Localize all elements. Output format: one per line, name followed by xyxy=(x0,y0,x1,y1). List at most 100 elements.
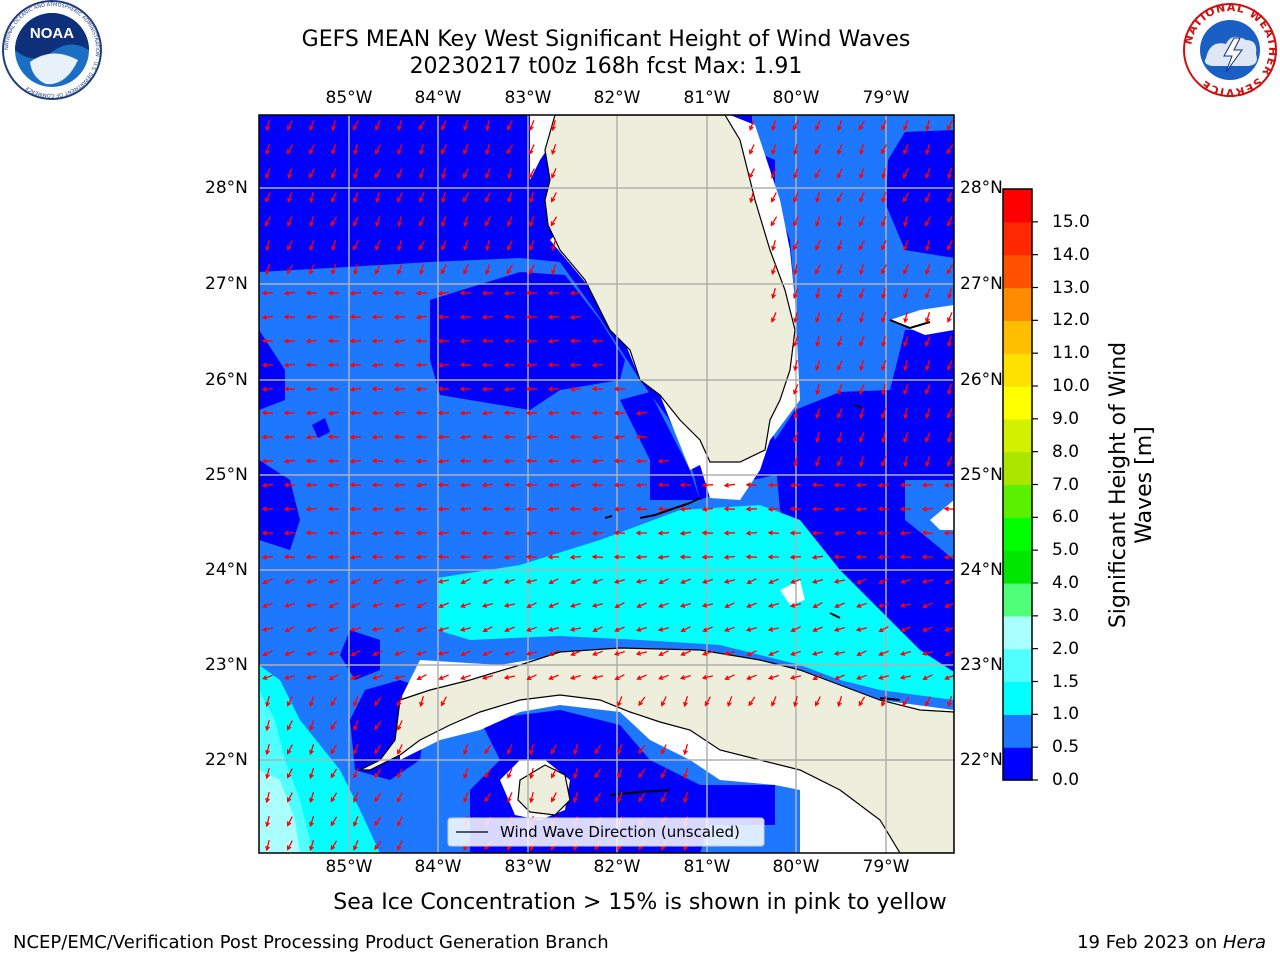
wave-direction-arrow xyxy=(745,506,758,512)
wave-direction-arrow xyxy=(746,602,757,608)
lon-tick-label: 80°W xyxy=(772,88,820,108)
wave-direction-arrow xyxy=(393,410,406,416)
wave-direction-arrow xyxy=(746,578,757,585)
lat-tick-label: 23°N xyxy=(960,655,1003,675)
wave-direction-arrow xyxy=(811,506,823,512)
wave-direction-arrow xyxy=(903,311,909,324)
wave-direction-arrow xyxy=(591,434,604,440)
wave-direction-arrow xyxy=(396,768,403,779)
wave-direction-arrow xyxy=(350,602,361,608)
wave-direction-arrow xyxy=(921,530,934,536)
wave-direction-arrow xyxy=(815,192,820,204)
wave-direction-arrow xyxy=(924,432,931,443)
wave-direction-arrow xyxy=(768,578,779,585)
wave-direction-arrow xyxy=(878,650,889,656)
wave-direction-arrow xyxy=(349,506,361,512)
wave-direction-arrow xyxy=(331,240,336,252)
wave-direction-arrow xyxy=(856,578,867,585)
wave-direction-arrow xyxy=(525,338,538,344)
wave-direction-arrow xyxy=(437,458,450,464)
wave-direction-arrow xyxy=(569,434,581,440)
wave-direction-arrow xyxy=(660,744,667,755)
wave-direction-arrow xyxy=(836,360,843,371)
wave-direction-arrow xyxy=(327,314,340,320)
wave-direction-arrow xyxy=(309,792,315,804)
wave-direction-arrow xyxy=(459,314,472,320)
wave-direction-arrow xyxy=(881,287,886,300)
wave-direction-arrow xyxy=(903,288,909,299)
wave-direction-arrow xyxy=(878,578,889,584)
wave-direction-arrow xyxy=(371,506,384,512)
wave-direction-arrow xyxy=(881,335,886,348)
wave-direction-arrow xyxy=(393,434,406,440)
wave-direction-arrow xyxy=(485,144,491,156)
wave-direction-arrow xyxy=(903,359,909,372)
wave-direction-arrow xyxy=(526,626,537,632)
wave-direction-arrow xyxy=(881,360,887,371)
wave-direction-arrow xyxy=(723,554,736,560)
wave-direction-arrow xyxy=(305,554,317,560)
wave-direction-arrow xyxy=(393,530,406,536)
wave-direction-arrow xyxy=(503,530,516,536)
wave-direction-arrow xyxy=(286,816,293,827)
wave-direction-arrow xyxy=(569,602,581,608)
wave-direction-arrow xyxy=(925,119,930,132)
wave-direction-arrow xyxy=(374,816,382,827)
chart-title: GEFS MEAN Key West Significant Height of… xyxy=(301,27,911,52)
wave-direction-arrow xyxy=(371,386,384,392)
wave-direction-arrow xyxy=(328,602,339,609)
lat-tick-label: 28°N xyxy=(960,178,1003,198)
wave-direction-arrow xyxy=(327,362,339,368)
colorbar-cell xyxy=(1003,747,1032,781)
wave-direction-arrow xyxy=(265,119,270,132)
lat-tick-label: 25°N xyxy=(960,465,1003,485)
wave-direction-arrow xyxy=(482,626,493,633)
lon-tick-label: 85°W xyxy=(325,857,373,877)
wave-direction-arrow xyxy=(569,314,582,320)
wave-direction-arrow xyxy=(573,792,579,804)
wave-direction-arrow xyxy=(440,264,447,275)
wave-direction-arrow xyxy=(771,264,777,275)
wave-direction-arrow xyxy=(683,792,689,804)
colorbar-cell xyxy=(1003,583,1032,617)
wave-direction-arrow xyxy=(683,744,689,756)
lon-tick-label: 84°W xyxy=(414,88,462,108)
wave-direction-arrow xyxy=(525,579,538,584)
wave-direction-arrow xyxy=(683,768,689,780)
wave-direction-arrow xyxy=(680,626,691,633)
wave-direction-arrow xyxy=(481,482,494,488)
wave-direction-arrow xyxy=(947,192,953,203)
lat-tick-label: 27°N xyxy=(960,274,1003,294)
wave-direction-arrow xyxy=(305,410,318,416)
wave-direction-arrow xyxy=(262,674,273,680)
colorbar-cell xyxy=(1003,221,1032,256)
wave-direction-arrow xyxy=(437,410,449,416)
wave-direction-arrow xyxy=(657,458,670,464)
wave-direction-arrow xyxy=(440,144,447,155)
wave-direction-arrow xyxy=(947,168,952,180)
colorbar-cell xyxy=(1003,550,1032,584)
wave-direction-arrow xyxy=(503,458,516,464)
wave-direction-arrow xyxy=(529,767,534,780)
colorbar-cell xyxy=(1003,418,1032,453)
wave-direction-arrow xyxy=(525,482,537,488)
wave-direction-arrow xyxy=(547,386,560,392)
wave-direction-arrow xyxy=(393,458,405,464)
wave-direction-arrow xyxy=(877,530,890,536)
colorbar-cell xyxy=(1003,714,1032,748)
wave-direction-arrow xyxy=(594,744,602,755)
wave-direction-arrow xyxy=(394,578,405,584)
wave-direction-arrow xyxy=(859,144,864,156)
wave-direction-arrow xyxy=(701,554,714,560)
wave-direction-arrow xyxy=(309,696,315,708)
wave-direction-arrow xyxy=(327,530,339,536)
wave-direction-arrow xyxy=(463,120,469,131)
colorbar-tick-label: 9.0 xyxy=(1052,408,1080,429)
wave-direction-arrow xyxy=(815,383,821,396)
wave-direction-arrow xyxy=(547,482,560,488)
wave-direction-arrow xyxy=(283,290,296,296)
wave-direction-arrow xyxy=(921,579,934,584)
wave-direction-arrow xyxy=(327,651,340,656)
wave-direction-arrow xyxy=(836,168,843,179)
wave-direction-arrow xyxy=(286,768,293,779)
